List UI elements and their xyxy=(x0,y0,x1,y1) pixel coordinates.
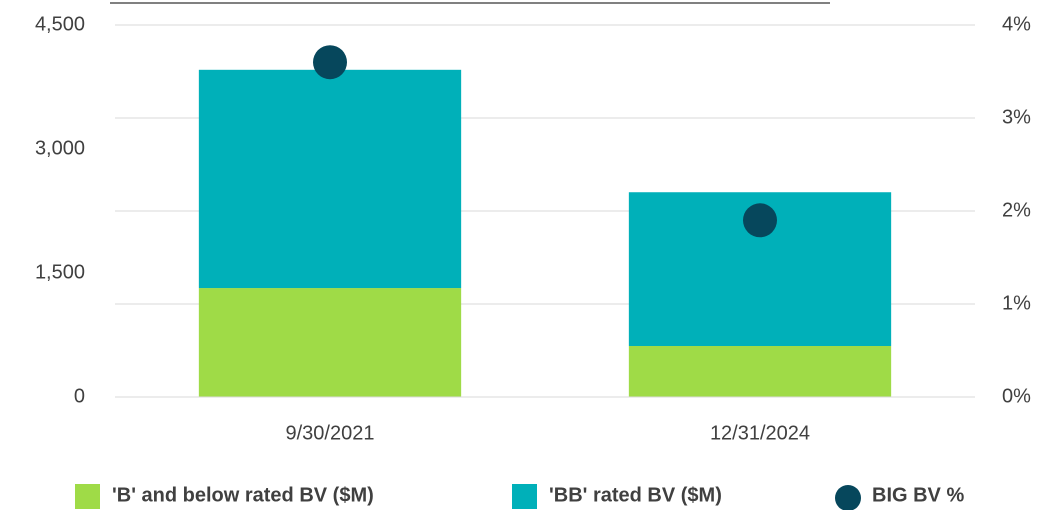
data-point xyxy=(743,203,777,238)
x-tick-label: 9/30/2021 xyxy=(286,422,375,444)
bar-segment xyxy=(628,345,892,397)
legend-marker xyxy=(512,484,537,509)
legend-label: 'BB' rated BV ($M) xyxy=(549,484,722,506)
legend-marker xyxy=(835,485,861,510)
y2-tick-label: 4% xyxy=(1002,13,1031,35)
legend-label: 'B' and below rated BV ($M) xyxy=(112,484,374,506)
bar-segment xyxy=(198,69,462,289)
legend-label: BIG BV % xyxy=(872,484,964,506)
data-point xyxy=(313,45,347,80)
y2-tick-label: 0% xyxy=(1002,385,1031,407)
x-tick-label: 12/31/2024 xyxy=(710,422,810,444)
y2-tick-label: 3% xyxy=(1002,106,1031,128)
y-tick-label: 3,000 xyxy=(35,137,85,159)
y2-tick-label: 2% xyxy=(1002,199,1031,221)
y-tick-label: 0 xyxy=(74,385,85,407)
y-tick-label: 4,500 xyxy=(35,13,85,35)
y-tick-label: 1,500 xyxy=(35,261,85,283)
bar-segment xyxy=(198,288,462,397)
legend-marker xyxy=(75,484,100,509)
y2-tick-label: 1% xyxy=(1002,292,1031,314)
